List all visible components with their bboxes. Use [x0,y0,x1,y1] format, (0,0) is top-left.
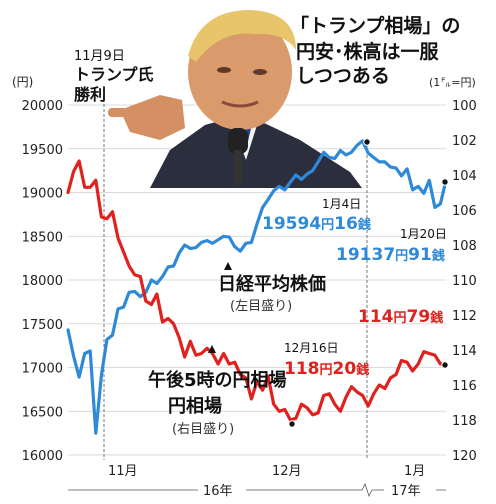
annotation-jan4: 1月4日 19594円16銭 [262,197,371,234]
yen-label-sub: 円相場 [168,396,222,417]
point-jan20-stock [441,178,449,186]
left-tick-label: 19500 [22,143,63,158]
annotation-jan20-yen-value: 114円79銭 [358,307,443,327]
point-jan4-stock [363,138,371,146]
election-date: 11月9日 [74,49,125,64]
right-axis-unit: (1㌦=円) [429,76,476,89]
election-text2: 勝利 [74,85,106,104]
yen-label-name: 午後5時の円相場 [148,369,287,391]
yen-label-sub2: (右目盛り) [172,422,234,437]
annotation-jan4-date: 1月4日 [322,197,361,211]
right-tick-label: 100 [452,99,477,114]
right-axis-ticks: 100 102 104 106 108 110 112 114 116 118 120 [452,99,477,464]
series-line-yen [66,159,448,422]
left-tick-label: 18000 [22,274,63,289]
election-annotation: 11月9日 トランプ氏 勝利 [74,49,154,104]
trump-photo [108,10,362,188]
annotation-jan20-stock-date: 1月20日 [400,227,447,241]
headline-line1: 「トランプ相場」の [290,14,460,37]
left-tick-label: 20000 [22,99,63,114]
headline-line3: しつつある [296,65,390,87]
right-tick-label: 120 [452,449,477,464]
x-axis: 11月 12月 1月 16年 17年 [68,464,446,499]
left-tick-label: 18500 [22,230,63,245]
right-tick-label: 102 [452,134,477,149]
headline-line2: 円安･株高は一服 [296,40,440,63]
right-tick-label: 108 [452,239,477,254]
annotation-jan20-stock-value: 19137円91銭 [336,245,445,265]
left-tick-label: 19000 [22,187,63,202]
nikkei-label-sub: (左目盛り) [230,299,292,314]
left-axis-unit: (円) [12,75,33,89]
x-label-jan: 1月 [404,464,425,479]
x-label-dec: 12月 [272,464,302,479]
left-tick-label: 16000 [22,449,63,464]
annotation-dec16-value: 118円20銭 [284,359,369,379]
annotation-dec16: 12月16日 118円20銭 [284,341,369,379]
annotation-dec16-date: 12月16日 [284,341,339,355]
nikkei-label: 日経平均株価 (左目盛り) [218,262,326,314]
election-text: トランプ氏 [74,65,154,84]
left-axis-ticks: 16000 16500 17000 17500 18000 18500 19000 19500… [22,99,63,464]
nikkei-label-name: 日経平均株価 [218,273,326,295]
right-tick-label: 116 [452,379,477,394]
point-jan20-yen [441,361,449,369]
series-line-nikkei [66,139,448,435]
x-label-nov: 11月 [108,464,138,479]
nikkei-label-pointer [224,262,232,270]
right-tick-label: 114 [452,344,477,359]
right-tick-label: 118 [452,414,477,429]
x-year-16: 16年 [203,484,233,499]
right-tick-label: 106 [452,204,477,219]
yen-label-pointer [208,345,216,353]
left-tick-label: 17000 [22,362,63,377]
left-tick-label: 17500 [22,318,63,333]
annotation-jan20-yen: 114円79銭 [358,307,443,327]
point-dec16-yen [288,420,296,428]
right-tick-label: 112 [452,309,477,324]
annotation-jan4-value: 19594円16銭 [262,214,371,234]
headline: 「トランプ相場」の 円安･株高は一服 しつつある [290,14,460,87]
right-tick-label: 104 [452,169,477,184]
right-tick-label: 110 [452,274,477,289]
yen-label: 午後5時の円相場 円相場 (右目盛り) [148,345,287,437]
annotation-jan20-stock: 1月20日 19137円91銭 [336,227,447,265]
left-tick-label: 16500 [22,405,63,420]
x-year-17: 17年 [391,484,421,499]
